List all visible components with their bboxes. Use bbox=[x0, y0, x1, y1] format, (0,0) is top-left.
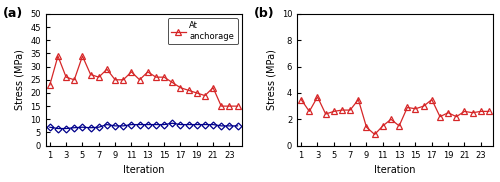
At
anchorage bbox=[186, 89, 192, 91]
At
anchorage bbox=[202, 94, 208, 97]
At
anchorage bbox=[88, 73, 94, 76]
At
anchorage bbox=[226, 105, 232, 107]
At
anchorage bbox=[47, 84, 53, 86]
At
anchorage bbox=[145, 71, 151, 73]
X-axis label: Iteration: Iteration bbox=[374, 165, 416, 175]
At
anchorage bbox=[218, 105, 224, 107]
At
anchorage bbox=[55, 55, 61, 57]
At
anchorage bbox=[128, 71, 134, 73]
At
anchorage bbox=[72, 79, 78, 81]
At
anchorage bbox=[80, 55, 86, 57]
At
anchorage bbox=[178, 87, 184, 89]
Text: (a): (a) bbox=[2, 7, 23, 20]
At
anchorage bbox=[210, 87, 216, 89]
X-axis label: Iteration: Iteration bbox=[123, 165, 164, 175]
At
anchorage bbox=[104, 68, 110, 70]
At
anchorage bbox=[120, 79, 126, 81]
At
anchorage bbox=[96, 76, 102, 78]
At
anchorage bbox=[161, 76, 167, 78]
Legend: At
anchorage: At anchorage bbox=[168, 18, 238, 44]
At
anchorage bbox=[234, 105, 240, 107]
Line: At
anchorage: At anchorage bbox=[47, 53, 240, 109]
At
anchorage bbox=[136, 79, 142, 81]
At
anchorage bbox=[153, 76, 159, 78]
Y-axis label: Stress (MPa): Stress (MPa) bbox=[266, 49, 276, 110]
Text: (b): (b) bbox=[254, 7, 274, 20]
At
anchorage bbox=[112, 79, 118, 81]
At
anchorage bbox=[194, 92, 200, 94]
Y-axis label: Stress (MPa): Stress (MPa) bbox=[14, 49, 24, 110]
At
anchorage bbox=[63, 76, 69, 78]
At
anchorage bbox=[170, 81, 175, 84]
